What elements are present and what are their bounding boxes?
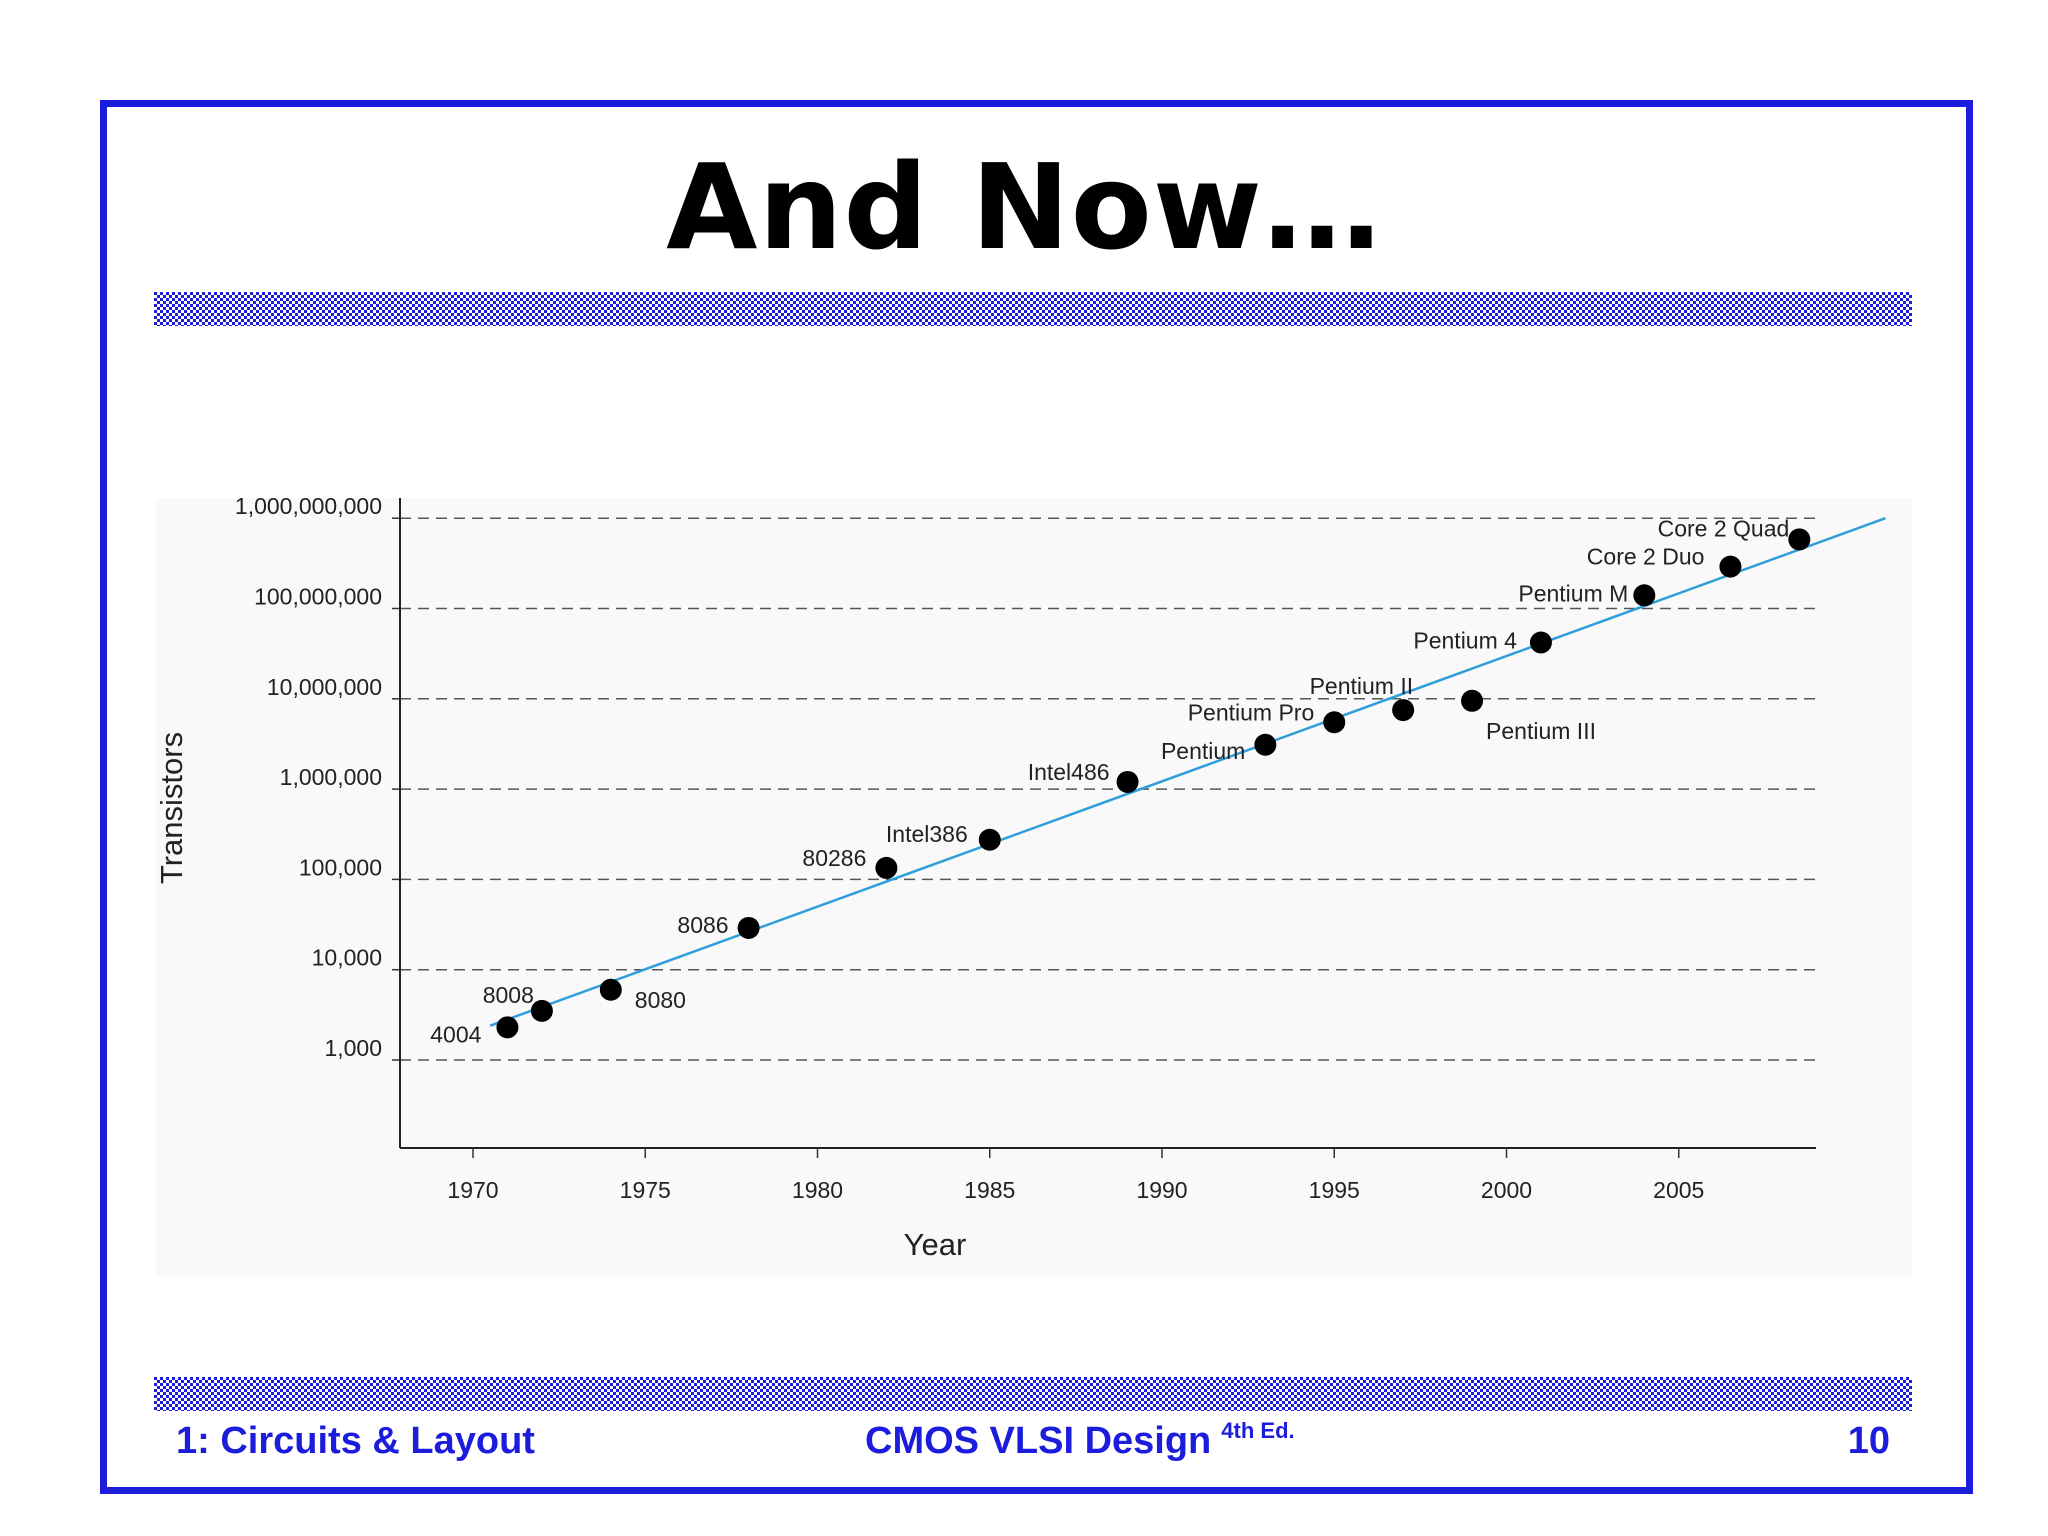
y-tick-label: 1,000 bbox=[324, 1035, 382, 1061]
point-label: Intel386 bbox=[886, 821, 968, 847]
page-number: 10 bbox=[1847, 1420, 1890, 1462]
transistor-chart: 1,000 10,000 100,000 1,000,000 10,000,000 100… bbox=[156, 498, 1912, 1276]
point-label: Pentium Pro bbox=[1188, 699, 1315, 725]
point-label: Core 2 Quad bbox=[1658, 516, 1790, 542]
point-label: 4004 bbox=[430, 1021, 481, 1047]
data-point bbox=[875, 856, 898, 879]
chart-svg: 1,000 10,000 100,000 1,000,000 10,000,000 100… bbox=[156, 498, 1886, 1262]
footer-chapter: 1: Circuits & Layout bbox=[176, 1420, 535, 1462]
data-point bbox=[1719, 555, 1742, 578]
x-tick-label: 1995 bbox=[1309, 1177, 1360, 1203]
point-label: 8086 bbox=[677, 912, 728, 938]
point-label: Pentium 4 bbox=[1413, 628, 1517, 654]
data-point bbox=[1323, 711, 1346, 734]
point-label: 80286 bbox=[802, 845, 866, 871]
data-point bbox=[1633, 584, 1656, 607]
data-point bbox=[978, 828, 1001, 851]
point-label: Pentium II bbox=[1310, 673, 1414, 699]
footer-edition: 4th Ed. bbox=[1221, 1418, 1295, 1443]
point-label: Pentium bbox=[1161, 738, 1245, 764]
data-point bbox=[1254, 733, 1277, 756]
y-tick-label: 1,000,000 bbox=[280, 764, 382, 790]
data-point bbox=[1529, 631, 1552, 654]
point-label: Pentium M bbox=[1518, 580, 1628, 606]
point-label: 8008 bbox=[483, 982, 534, 1008]
point-label: Core 2 Duo bbox=[1587, 544, 1705, 570]
data-point bbox=[1788, 528, 1811, 551]
x-tick-label: 1970 bbox=[447, 1177, 498, 1203]
y-tick-label: 10,000 bbox=[312, 945, 382, 971]
bottom-pattern-band bbox=[154, 1377, 1912, 1411]
data-point bbox=[496, 1016, 519, 1039]
x-tick-label: 2000 bbox=[1481, 1177, 1532, 1203]
point-label: 8080 bbox=[635, 987, 686, 1013]
x-tick-label: 1985 bbox=[964, 1177, 1015, 1203]
footer-course: CMOS VLSI Design 4th Ed. bbox=[865, 1418, 1295, 1463]
x-axis-label: Year bbox=[904, 1227, 967, 1262]
x-tick-label: 1980 bbox=[792, 1177, 843, 1203]
y-tick-label: 1,000,000,000 bbox=[235, 498, 382, 519]
data-point bbox=[1461, 689, 1484, 712]
y-axis-label: Transistors bbox=[156, 732, 189, 884]
data-point bbox=[599, 978, 622, 1001]
trend-line bbox=[489, 517, 1886, 1027]
top-pattern-band bbox=[154, 292, 1912, 326]
x-tick-label: 1990 bbox=[1136, 1177, 1187, 1203]
data-point bbox=[530, 999, 553, 1022]
y-tick-label: 100,000,000 bbox=[254, 584, 382, 610]
y-tick-label: 10,000,000 bbox=[267, 674, 382, 700]
data-point bbox=[1116, 770, 1139, 793]
point-label: Pentium III bbox=[1486, 718, 1596, 744]
footer-course-title: CMOS VLSI Design bbox=[865, 1420, 1212, 1462]
point-label: Intel486 bbox=[1028, 759, 1110, 785]
x-tick-label: 2005 bbox=[1653, 1177, 1704, 1203]
data-point bbox=[737, 916, 760, 939]
slide-title: And Now… bbox=[666, 138, 1382, 276]
x-tick-label: 1975 bbox=[620, 1177, 671, 1203]
data-point bbox=[1392, 699, 1415, 722]
y-tick-label: 100,000 bbox=[299, 854, 382, 880]
